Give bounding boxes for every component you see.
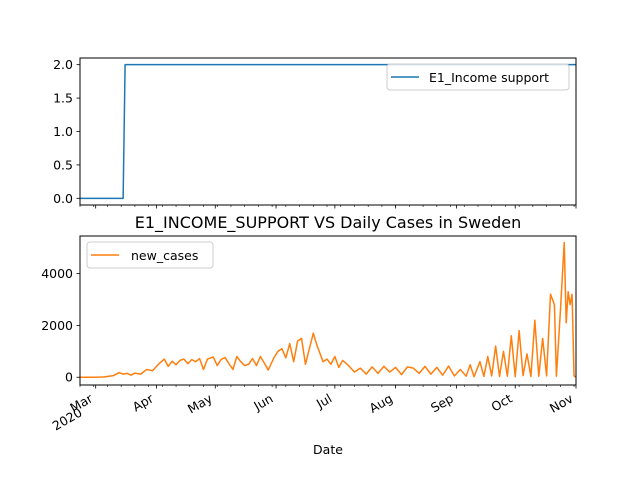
top-legend: E1_Income support (386, 63, 570, 91)
bottom-plot-series-layer (80, 241, 577, 378)
bottom-plot-frame (79, 235, 577, 386)
y-tick-label: 4000 (41, 266, 73, 281)
x-axis-label: Date (313, 442, 343, 457)
x-tick-label: Jun (250, 391, 275, 414)
bottom-legend-label: new_cases (131, 248, 198, 263)
x-tick-label: May (185, 390, 215, 416)
series-line-e1-income-support (80, 63, 576, 200)
x-tick-label: Nov (547, 390, 576, 415)
x-tick-label: Aug (366, 391, 395, 416)
top-plot-series-layer (80, 63, 576, 200)
x-tick-label: 2020 (50, 405, 85, 434)
y-tick-label: 0.5 (53, 157, 73, 172)
x-tick-label: Jul (313, 391, 334, 412)
bottom-y-ticks: 0 2000 4000 (41, 266, 80, 385)
bottom-legend-box (86, 241, 214, 269)
y-tick-label: 0 (65, 370, 73, 385)
top-y-ticks: 0.0 0.5 1.0 1.5 2.0 (53, 57, 80, 206)
top-x-ticks (79, 205, 577, 209)
bottom-legend: new_cases (86, 241, 214, 269)
x-tick-label: Oct (488, 391, 514, 415)
y-tick-label: 0.0 (53, 191, 73, 206)
top-plot-frame (79, 57, 577, 206)
top-legend-box (386, 63, 570, 91)
x-tick-label: Sep (428, 391, 456, 416)
y-tick-label: 2000 (41, 318, 73, 333)
y-tick-label: 2.0 (53, 57, 73, 72)
x-tick-label: Apr (130, 390, 157, 414)
bottom-chart-title: E1_INCOME_SUPPORT VS Daily Cases in Swed… (135, 213, 521, 233)
series-line-new-cases (80, 241, 577, 378)
top-subplot: 0.0 0.5 1.0 1.5 2.0 E1_Income support (53, 57, 577, 209)
y-tick-label: 1.5 (53, 91, 73, 106)
bottom-subplot: E1_INCOME_SUPPORT VS Daily Cases in Swed… (41, 213, 577, 457)
y-tick-label: 1.0 (53, 124, 73, 139)
top-legend-label: E1_Income support (429, 70, 549, 85)
